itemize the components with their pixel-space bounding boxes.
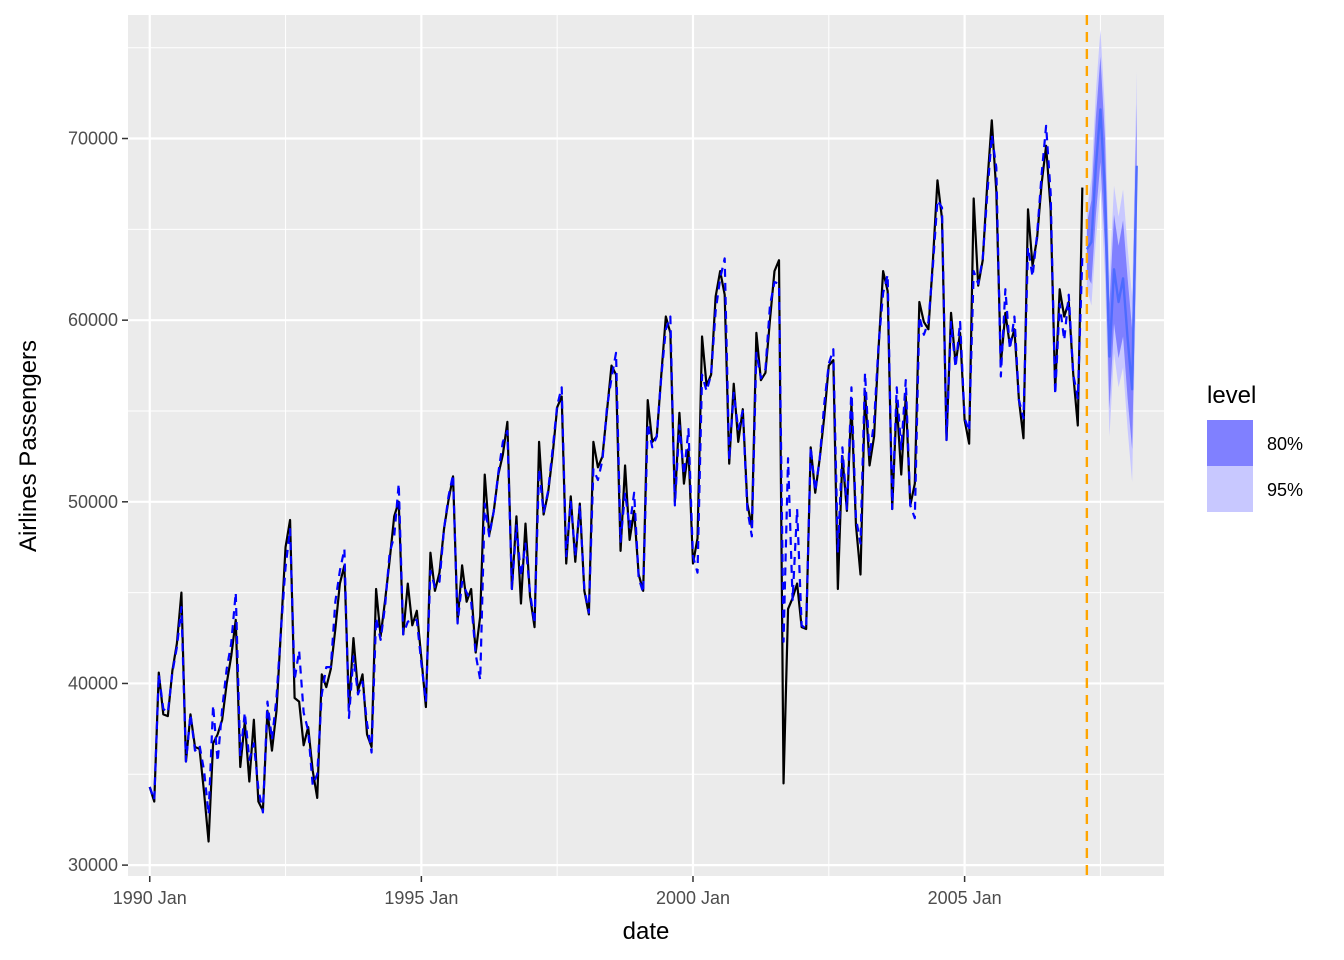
fitted-series-line	[148, 124, 1084, 816]
legend-label-95: 95%	[1267, 480, 1303, 500]
y-tick-label: 60000	[68, 310, 118, 330]
legend-label-80: 80%	[1267, 434, 1303, 454]
x-tick-label: 2000 Jan	[656, 888, 730, 908]
x-axis-title: date	[623, 918, 670, 945]
forecast-mean-line	[1085, 108, 1138, 391]
y-tick-label: 30000	[68, 855, 118, 875]
y-axis: 30000 40000 50000 60000 70000	[68, 129, 128, 875]
y-tick-label: 50000	[68, 492, 118, 512]
y-tick-label: 40000	[68, 673, 118, 693]
legend: level 80% 95%	[1207, 382, 1303, 512]
y-axis-title: Airlines Passengers	[15, 340, 42, 552]
x-tick-label: 1990 Jan	[113, 888, 187, 908]
forecast-band-80	[1086, 56, 1137, 450]
y-tick-label: 70000	[68, 129, 118, 149]
x-tick-label: 1995 Jan	[384, 888, 458, 908]
legend-key-80	[1207, 420, 1253, 466]
legend-title: level	[1207, 382, 1256, 409]
x-tick-label: 2005 Jan	[928, 888, 1002, 908]
x-axis: 1990 Jan 1995 Jan 2000 Jan 2005 Jan	[113, 876, 1002, 908]
series-lines	[148, 108, 1138, 843]
forecast-bands	[1086, 29, 1137, 482]
legend-key-95	[1207, 466, 1253, 512]
